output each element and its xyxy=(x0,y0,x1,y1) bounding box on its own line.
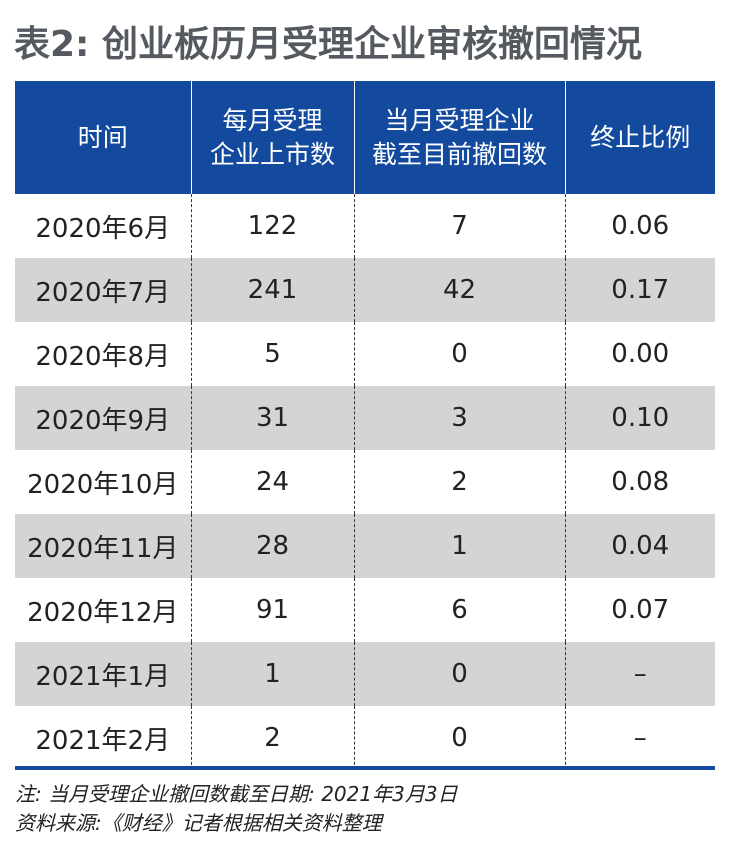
cell-ratio: 0.00 xyxy=(564,322,715,386)
cell-withdrawn: 0 xyxy=(353,642,565,706)
cell-time: 2021年1月 xyxy=(15,642,191,706)
cell-time: 2020年11月 xyxy=(15,514,191,578)
header-withdrawn: 当月受理企业 截至目前撤回数 xyxy=(353,81,565,194)
header-termination-ratio: 终止比例 xyxy=(564,81,715,194)
source-text: 资料来源:《财经》记者根据相关资料整理 xyxy=(15,811,382,835)
cell-ratio: 0.04 xyxy=(564,514,715,578)
cell-accepted: 31 xyxy=(190,386,354,450)
data-table: 时间 每月受理 企业上市数 当月受理企业 截至目前撤回数 终止比例 2020年6月 1… xyxy=(15,81,715,770)
table-header: 时间 每月受理 企业上市数 当月受理企业 截至目前撤回数 终止比例 xyxy=(15,81,715,194)
cell-ratio: 0.08 xyxy=(564,450,715,514)
cell-accepted: 28 xyxy=(190,514,354,578)
table-row: 2020年6月 122 7 0.06 xyxy=(15,194,715,258)
table-row: 2020年7月 241 42 0.17 xyxy=(15,258,715,322)
table-title: 表2: 创业板历月受理企业审核撤回情况 xyxy=(14,24,642,65)
cell-accepted: 2 xyxy=(190,706,354,770)
cell-ratio: 0.06 xyxy=(564,194,715,258)
cell-withdrawn: 42 xyxy=(353,258,565,322)
cell-time: 2020年10月 xyxy=(27,469,179,500)
cell-time: 2020年9月 xyxy=(15,386,191,450)
cell-accepted: 122 xyxy=(190,194,354,258)
cell-time: 2020年8月 xyxy=(35,341,171,372)
table-bottom-rule xyxy=(15,766,715,770)
cell-ratio: 0.10 xyxy=(564,386,715,450)
table-row: 2020年9月 31 3 0.10 xyxy=(15,386,715,450)
cell-accepted: 91 xyxy=(190,578,354,642)
cell-accepted: 1 xyxy=(190,642,354,706)
notes: 注: 当月受理企业撤回数截至日期: 2021年3月3日 资料来源:《财经》记者根… xyxy=(15,780,715,838)
table-row: 2020年8月 5 0 0.00 xyxy=(15,322,715,386)
cell-accepted: 5 xyxy=(190,322,354,386)
cell-withdrawn: 0 xyxy=(353,706,565,770)
cell-time: 2021年2月 xyxy=(35,725,171,756)
cell-withdrawn: 3 xyxy=(353,386,565,450)
cell-accepted: 24 xyxy=(190,450,354,514)
table-row: 2021年1月 1 0– xyxy=(15,642,715,706)
cell-withdrawn: 1 xyxy=(353,514,565,578)
table-row: 2021年2月 2 0– xyxy=(15,706,715,770)
cell-accepted: 241 xyxy=(190,258,354,322)
header-time: 时间 xyxy=(15,81,191,194)
cell-ratio: – xyxy=(564,642,715,706)
cell-time: 2020年12月 xyxy=(27,597,179,628)
cell-ratio: 0.07 xyxy=(564,578,715,642)
note-text: 注: 当月受理企业撤回数截至日期: 2021年3月3日 xyxy=(15,782,458,806)
cell-time: 2020年6月 xyxy=(35,213,171,244)
table-body: 2020年6月 122 7 0.06 2020年7月 241 42 0.17 2020年8月 5 0… xyxy=(15,194,715,770)
table-row: 2020年10月 24 2 0.08 xyxy=(15,450,715,514)
cell-time: 2020年7月 xyxy=(15,258,191,322)
cell-withdrawn: 6 xyxy=(353,578,565,642)
cell-withdrawn: 2 xyxy=(353,450,565,514)
header-row: 时间 每月受理 企业上市数 当月受理企业 截至目前撤回数 终止比例 xyxy=(15,81,715,194)
table-row: 2020年12月 91 6 0.07 xyxy=(15,578,715,642)
table-row: 2020年11月 28 1 0.04 xyxy=(15,514,715,578)
cell-withdrawn: 0 xyxy=(353,322,565,386)
data-table-container: 时间 每月受理 企业上市数 当月受理企业 截至目前撤回数 终止比例 2020年6月 1… xyxy=(15,81,715,770)
cell-ratio: – xyxy=(564,706,715,770)
cell-ratio: 0.17 xyxy=(564,258,715,322)
header-monthly-accepted: 每月受理 企业上市数 xyxy=(190,81,354,194)
cell-withdrawn: 7 xyxy=(353,194,565,258)
